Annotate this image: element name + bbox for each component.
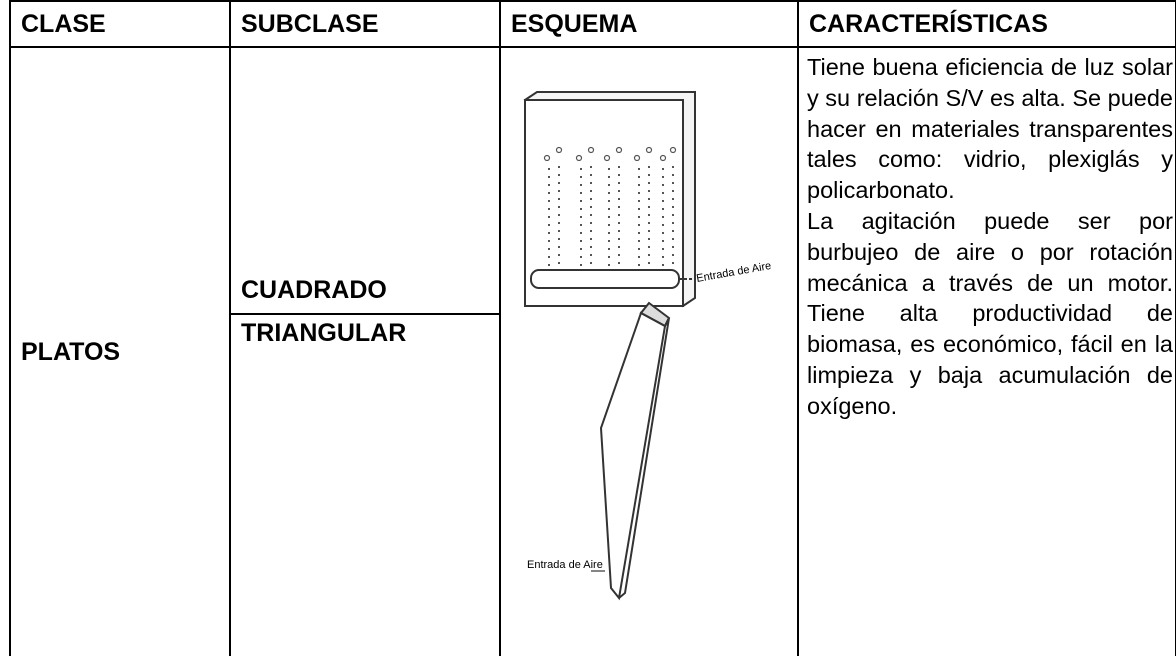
body-row: PLATOS CUADRADO TRIANGULAR: [9, 46, 1176, 656]
header-cell: CARACTERÍSTICAS: [797, 0, 1176, 48]
esquema-label: Entrada de Aire: [527, 559, 603, 571]
esquema-cell: Entrada de Aire Entrada de Aire: [499, 46, 799, 656]
header-cell: SUBCLASE: [229, 0, 501, 48]
header-cell: ESQUEMA: [499, 0, 799, 48]
clase-cell: PLATOS: [9, 46, 231, 656]
subclase-cell: CUADRADO TRIANGULAR: [229, 46, 501, 656]
header-row: CLASE SUBCLASE ESQUEMA CARACTERÍSTICAS: [9, 0, 1176, 48]
subclase: CUADRADO: [241, 276, 387, 304]
subclase: TRIANGULAR: [241, 319, 407, 347]
paragraph: Tiene buena eficiencia de luz solar y su…: [807, 54, 1173, 204]
esquema-label: Entrada de Aire: [695, 260, 772, 285]
table: CLASE SUBCLASE ESQUEMA CARACTERÍSTICAS P…: [9, 0, 1176, 656]
caracteristicas-cell: Tiene buena eficiencia de luz solar y su…: [797, 46, 1176, 656]
header-cell: CLASE: [9, 0, 231, 48]
paragraph: La agitación puede ser por burbujeo de a…: [807, 207, 1173, 419]
schematic: Entrada de Aire Entrada de Aire: [523, 91, 772, 601]
divider: [231, 313, 499, 315]
